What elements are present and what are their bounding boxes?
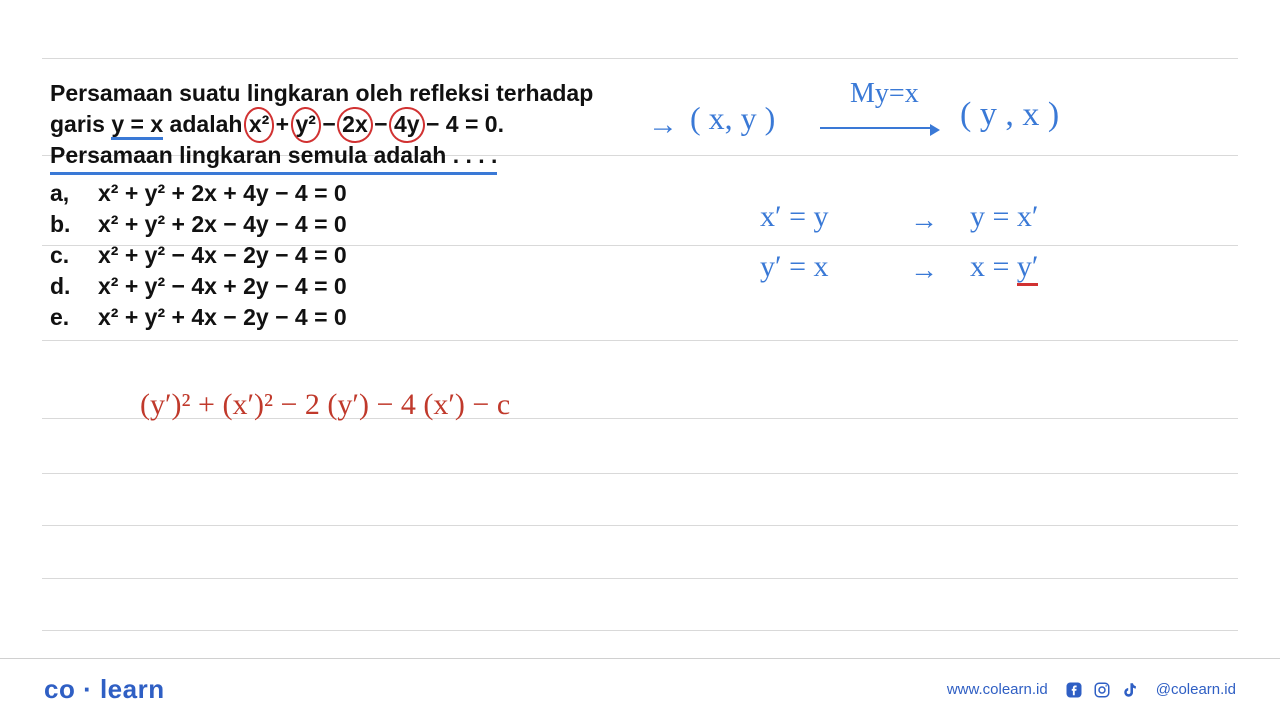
question-text: Persamaan suatu lingkaran oleh refleksi … xyxy=(50,78,670,175)
option-b: b.x² + y² + 2x − 4y − 4 = 0 xyxy=(50,209,347,240)
option-e: e.x² + y² + 4x − 2y − 4 = 0 xyxy=(50,302,347,333)
option-d: d.x² + y² − 4x + 2y − 4 = 0 xyxy=(50,271,347,302)
circled-4y: 4y xyxy=(394,109,420,140)
hand-yprime-eq: y′ = x xyxy=(760,250,828,284)
hand-arrow-3: → xyxy=(910,255,938,287)
hand-arrow-2: → xyxy=(910,205,938,237)
question-line-3: Persamaan lingkaran semula adalah . . . … xyxy=(50,140,670,175)
hand-yprime-underlined: y′ xyxy=(1017,250,1039,286)
option-a: a,x² + y² + 2x + 4y − 4 = 0 xyxy=(50,178,347,209)
circled-y2: y² xyxy=(296,109,316,140)
hand-xprime-eq: x′ = y xyxy=(760,200,828,234)
underline-y-eq-x: y = x xyxy=(111,111,163,140)
hand-long-arrow xyxy=(820,108,940,140)
hand-yx: ( y , x ) xyxy=(960,96,1059,134)
question-line-2: garis y = x adalah x² + y² − 2x − 4y − 4… xyxy=(50,109,670,140)
footer-right: www.colearn.id @colearn.id xyxy=(947,680,1236,700)
page: Persamaan suatu lingkaran oleh refleksi … xyxy=(0,0,1280,720)
hand-y-eq-xprime: y = x′ xyxy=(970,200,1038,234)
question-line-1: Persamaan suatu lingkaran oleh refleksi … xyxy=(50,78,670,109)
footer: co · learn www.colearn.id @colearn.id xyxy=(0,658,1280,720)
logo-dot-icon: · xyxy=(75,674,100,704)
instagram-icon[interactable] xyxy=(1092,680,1112,700)
facebook-icon[interactable] xyxy=(1064,680,1084,700)
logo: co · learn xyxy=(44,674,165,705)
hand-red-equation: (y′)² + (x′)² − 2 (y′) − 4 (x′) − c xyxy=(140,388,510,422)
footer-url[interactable]: www.colearn.id xyxy=(947,681,1048,698)
hand-arrow-1: → xyxy=(648,108,678,142)
answer-options: a,x² + y² + 2x + 4y − 4 = 0 b.x² + y² + … xyxy=(50,178,347,333)
hand-x-eq: x = y′ xyxy=(970,250,1038,284)
circled-x2: x² xyxy=(249,109,269,140)
social-icons xyxy=(1064,680,1140,700)
circled-2x: 2x xyxy=(342,109,368,140)
tiktok-icon[interactable] xyxy=(1120,680,1140,700)
footer-handle[interactable]: @colearn.id xyxy=(1156,681,1236,698)
option-c: c.x² + y² − 4x − 2y − 4 = 0 xyxy=(50,240,347,271)
hand-xy: ( x, y ) xyxy=(690,100,775,137)
hand-myx: My=x xyxy=(850,78,919,110)
